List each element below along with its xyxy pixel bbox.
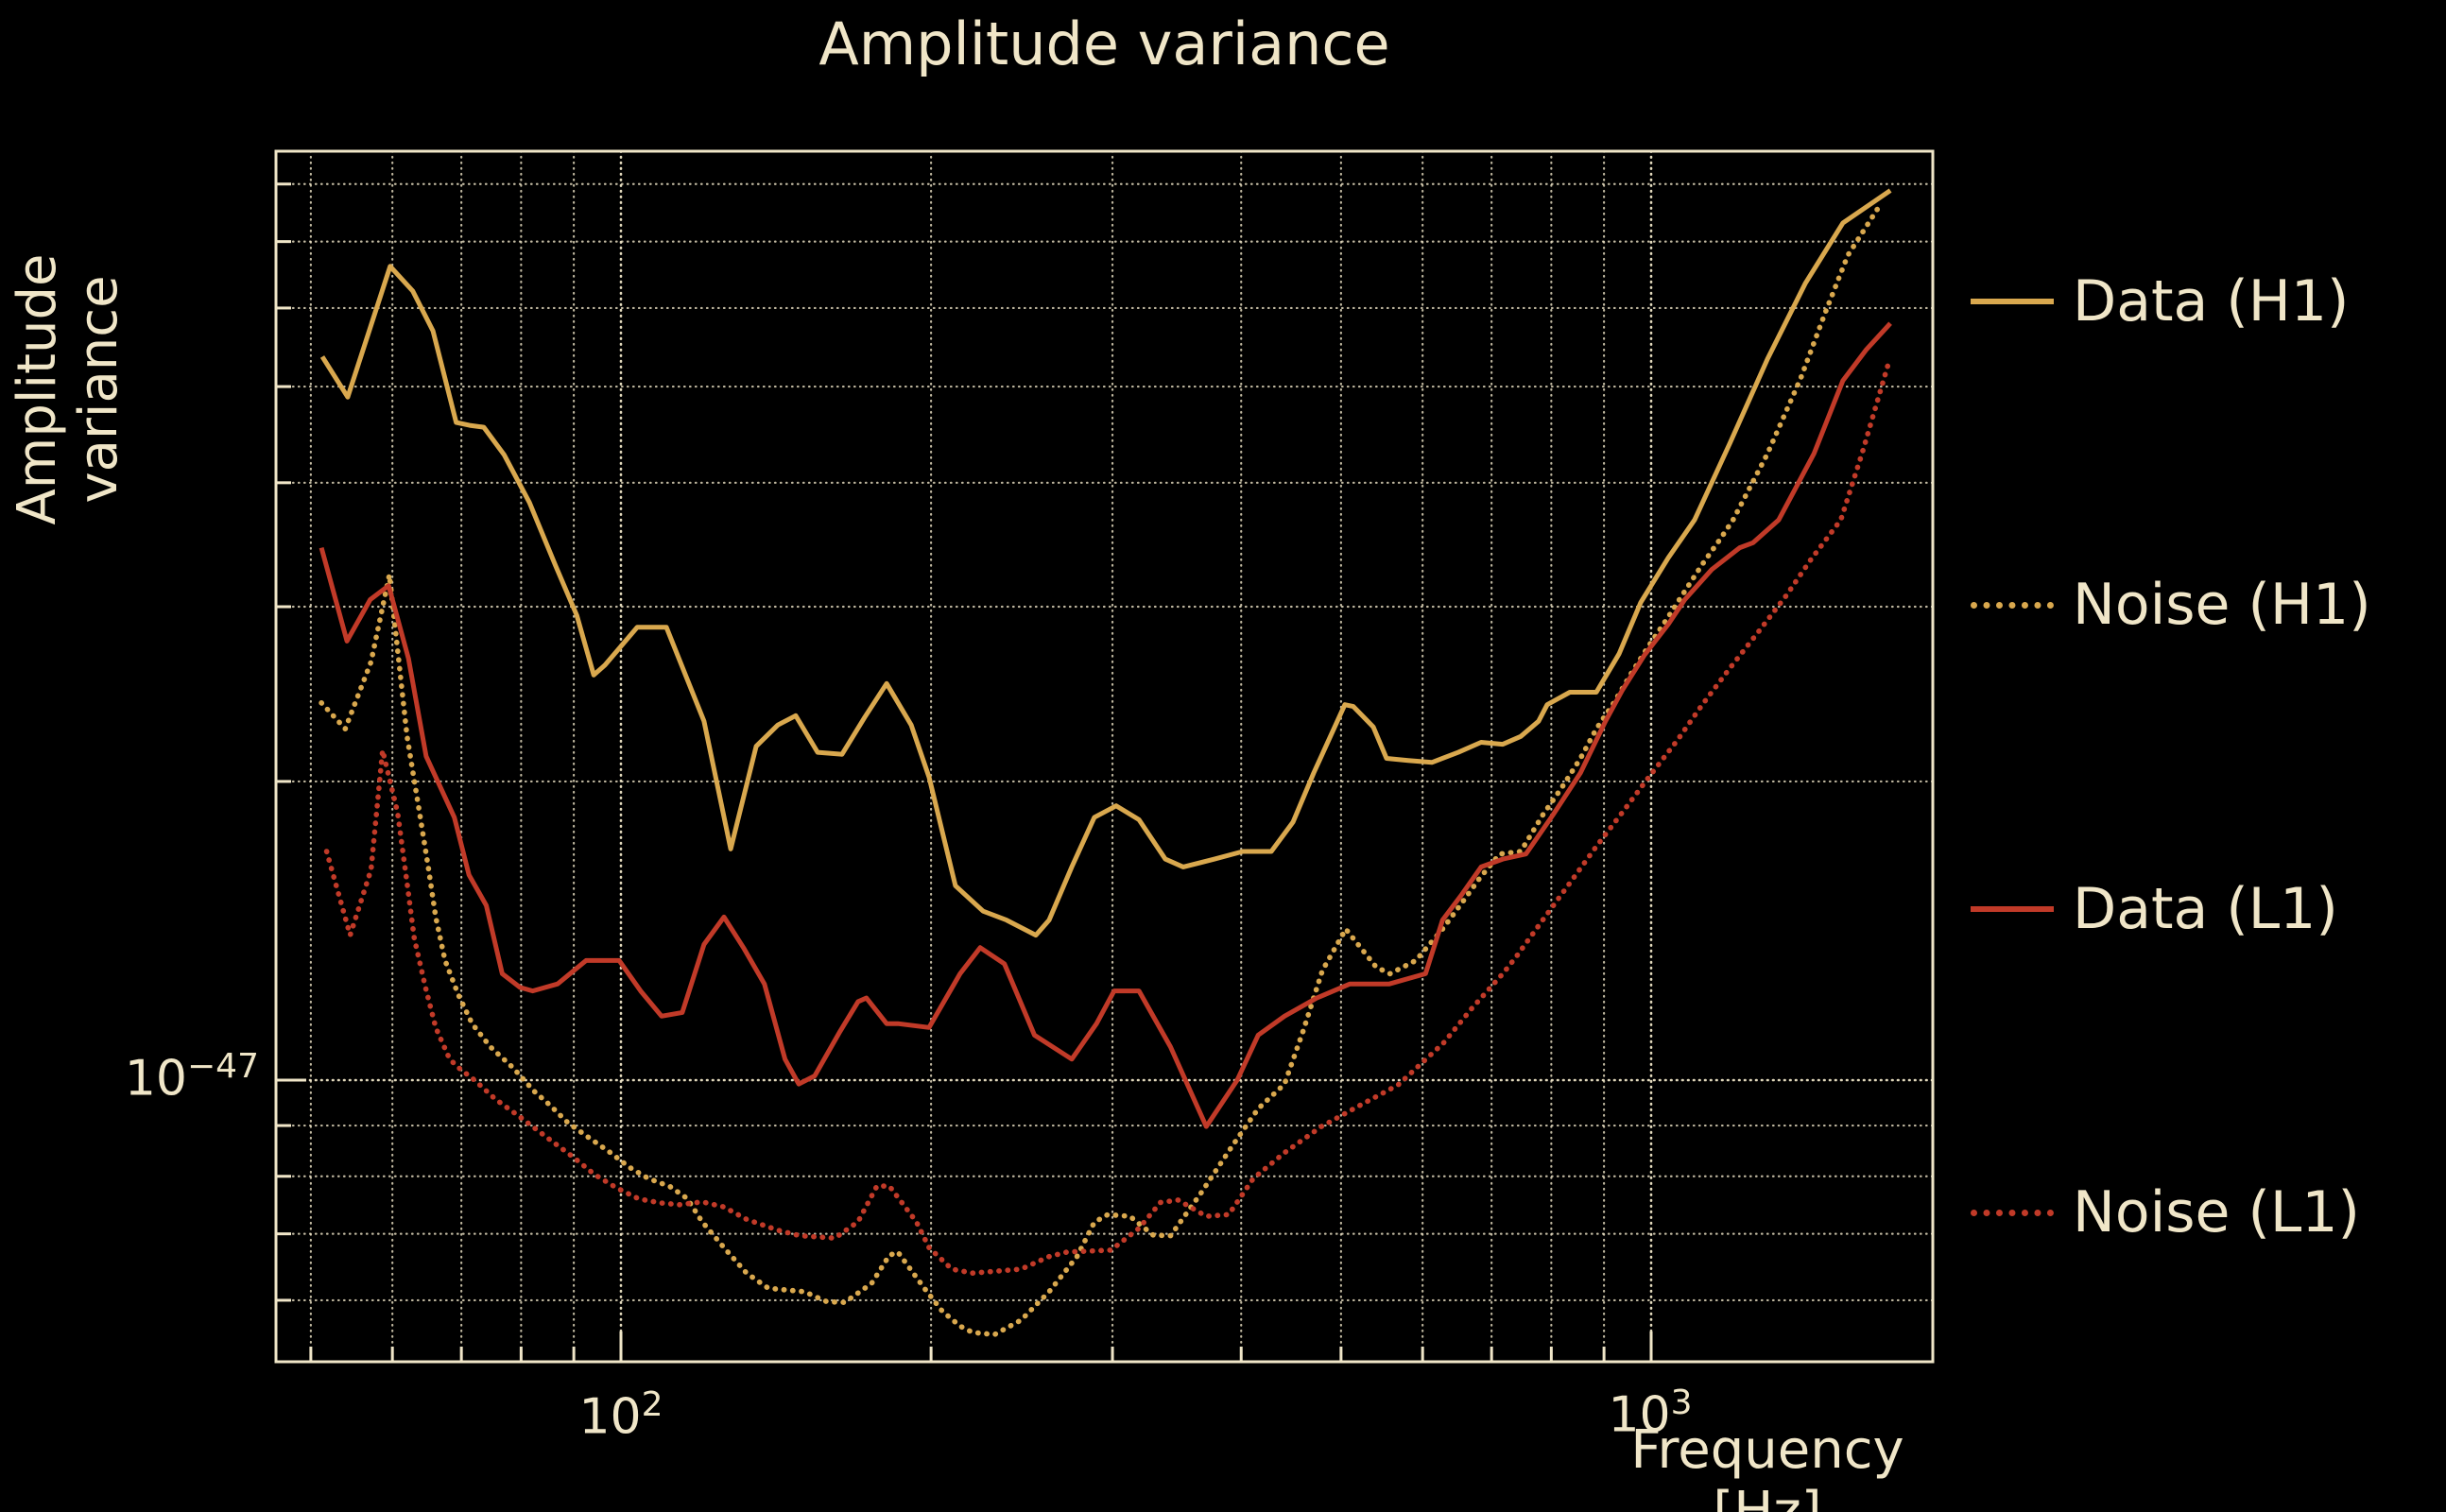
noise-h1-curve (319, 202, 1883, 1338)
legend-label-noise-h1: Noise (H1) (2073, 572, 2371, 638)
y-tick-label-1e-47: 10−47 (124, 1047, 259, 1108)
legend-item-noise-l1: Noise (L1) (1971, 1169, 2443, 1256)
plot-border (274, 149, 1935, 1364)
legend-line-sample-data-h1 (1971, 299, 2054, 304)
x-tick-label-100: 102 (578, 1385, 663, 1446)
legend-line-sample-data-l1 (1971, 906, 2054, 912)
legend-label-noise-l1: Noise (L1) (2073, 1179, 2360, 1246)
x-tick-label-1000: 103 (1608, 1383, 1693, 1444)
legend-label-data-h1: Data (H1) (2073, 268, 2350, 335)
legend-item-data-h1: Data (H1) (1971, 258, 2443, 345)
data-h1-curve (319, 188, 1892, 938)
noise-l1-curve (323, 361, 1891, 1276)
legend-item-noise-h1: Noise (H1) (1971, 561, 2443, 648)
y-axis-label: Amplitude variance (7, 253, 129, 525)
legend-item-data-l1: Data (L1) (1971, 866, 2443, 953)
chart-title: Amplitude variance (818, 9, 1390, 78)
legend-line-sample-noise-h1 (1971, 601, 2054, 609)
x-axis-label: Frequency [Hz] (1630, 1419, 1904, 1512)
data-l1-curve (319, 321, 1892, 1129)
legend-line-sample-noise-l1 (1971, 1209, 2054, 1216)
legend-label-data-l1: Data (L1) (2073, 876, 2338, 942)
